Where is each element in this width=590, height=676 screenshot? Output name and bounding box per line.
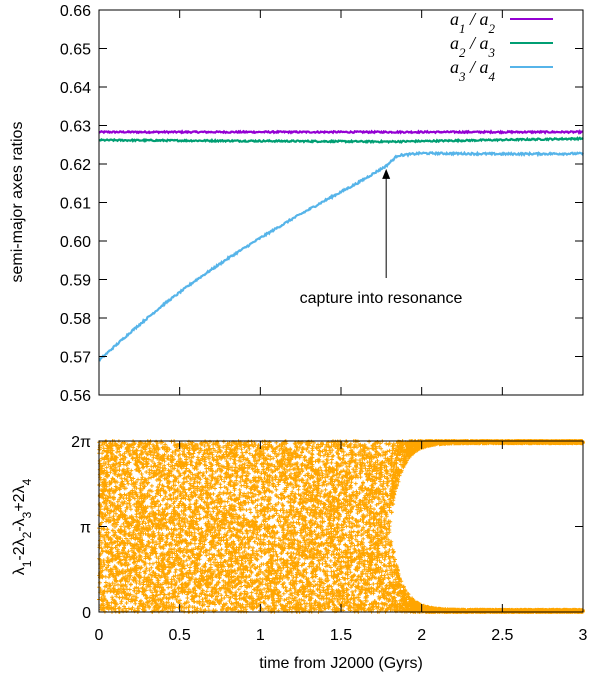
series-line-2 [98, 136, 584, 145]
top-y-tick-label: 0.59 [60, 273, 91, 290]
series-line-3 [98, 150, 584, 362]
top-y-tick-label: 0.57 [60, 350, 91, 367]
bottom-x-tick-label: 1 [256, 627, 265, 644]
bottom-x-tick-label: 2.5 [491, 627, 513, 644]
top-y-tick-label: 0.63 [60, 119, 91, 136]
bottom-x-tick-label: 0 [95, 627, 104, 644]
bottom-x-tick-label: 2 [417, 627, 426, 644]
legend-label-3: a3 / a4 [450, 57, 496, 84]
top-y-tick-label: 0.65 [60, 42, 91, 59]
annotation: capture into resonance [300, 168, 463, 307]
bottom-y-ticks: 0 π 2π [71, 434, 583, 622]
top-y-tick-label: 0.58 [60, 311, 91, 328]
top-y-tick-label: 0.61 [60, 196, 91, 213]
bottom-panel: 0 π 2π 0 0.5 1 1.5 2 2.5 3 λ1-2λ2-λ3+2λ4 time fr… [11, 434, 588, 672]
bottom-x-tick-label: 3 [579, 627, 588, 644]
top-y-tick-label: 0.64 [60, 80, 91, 97]
bottom-y-tick-label: 0 [82, 605, 91, 622]
x-axis-label: time from J2000 (Gyrs) [259, 655, 423, 672]
bottom-y-tick-label: 2π [71, 434, 91, 451]
top-series-layer [98, 129, 584, 362]
annotation-text: capture into resonance [300, 290, 463, 307]
top-y-tick-label: 0.62 [60, 157, 91, 174]
legend-label-1: a1 / a2 [450, 9, 496, 36]
phase-angle-points [97, 439, 585, 614]
bottom-y-axis-label: λ1-2λ2-λ3+2λ4 [11, 478, 34, 575]
bottom-x-tick-label: 1.5 [330, 627, 352, 644]
annotation-arrowhead [382, 168, 391, 179]
bottom-x-tick-label: 0.5 [169, 627, 191, 644]
legend-label-2: a2 / a3 [450, 33, 496, 60]
series-line-1 [98, 129, 584, 136]
bottom-y-tick-label: π [80, 520, 91, 537]
top-y-tick-label: 0.56 [60, 388, 91, 405]
top-y-ticks: 0.56 0.57 0.58 0.59 0.60 0.61 0.62 0.63 0.64 0.65… [60, 3, 583, 405]
bottom-x-ticks: 0 0.5 1 1.5 2 2.5 3 [95, 441, 588, 644]
top-y-tick-label: 0.60 [60, 234, 91, 251]
bottom-scatter-layer [97, 439, 585, 614]
top-y-axis-label: semi-major axes ratios [9, 122, 26, 283]
top-panel: 0.56 0.57 0.58 0.59 0.60 0.61 0.62 0.63 0.64 0.65… [9, 3, 584, 405]
top-x-ticks [98, 10, 584, 395]
top-y-tick-label: 0.66 [60, 3, 91, 20]
